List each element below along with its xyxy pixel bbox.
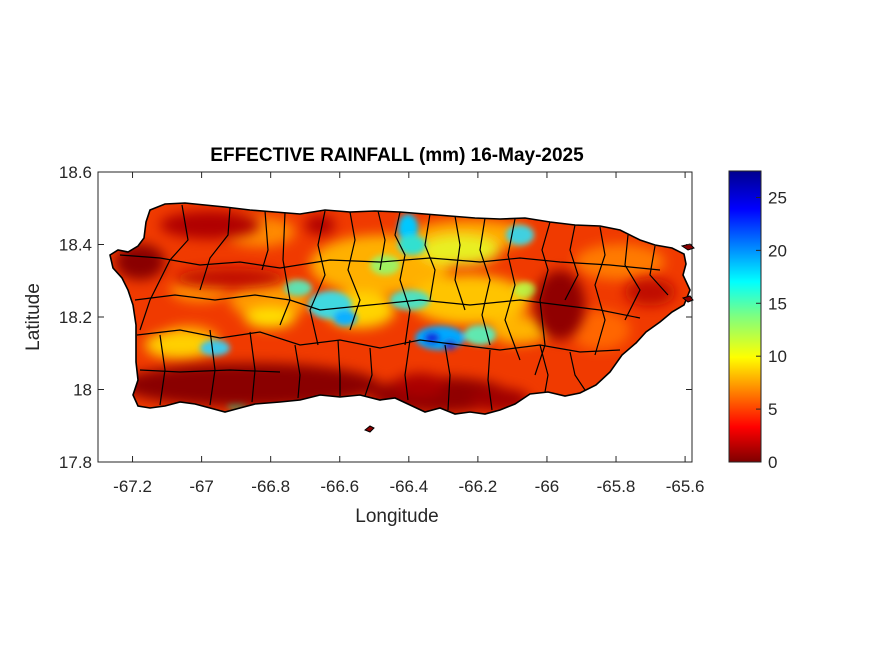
y-tick-label: 18.2 — [59, 308, 92, 327]
colorbar-tick-label: 20 — [768, 241, 787, 260]
x-tick-label: -66.4 — [389, 477, 428, 496]
x-axis-ticks: -67.2 -67 -66.8 -66.6 -66.4 -66.2 -66 -65.8 -65.… — [113, 172, 704, 496]
y-axis-label: Latitude — [23, 283, 44, 351]
colorbar-tick-label: 0 — [768, 453, 777, 472]
colorbar-tick-label: 15 — [768, 294, 787, 313]
x-tick-label: -67 — [189, 477, 214, 496]
rainfall-raster — [110, 203, 690, 414]
offshore-islands — [364, 243, 695, 433]
x-tick-label: -67.2 — [113, 477, 152, 496]
x-tick-label: -66.6 — [320, 477, 359, 496]
y-axis-ticks: 18.6 18.4 18.2 18 17.8 — [59, 163, 692, 472]
y-tick-label: 18.4 — [59, 236, 92, 255]
x-tick-label: -66.8 — [251, 477, 290, 496]
colorbar-tick-label: 10 — [768, 347, 787, 366]
x-axis-label: Longitude — [355, 506, 438, 527]
x-tick-label: -65.8 — [597, 477, 636, 496]
municipality-boundaries — [119, 204, 669, 411]
y-tick-label: 18 — [73, 381, 92, 400]
y-tick-label: 17.8 — [59, 453, 92, 472]
colorbar-tick-label: 5 — [768, 400, 777, 419]
x-tick-label: -65.6 — [666, 477, 705, 496]
colorbar — [728, 170, 762, 463]
x-tick-label: -66.2 — [459, 477, 498, 496]
chart-title: EFFECTIVE RAINFALL (mm) 16-May-2025 — [210, 145, 584, 166]
colorbar-tick-label: 25 — [768, 188, 787, 207]
x-tick-label: -66 — [535, 477, 560, 496]
y-tick-label: 18.6 — [59, 163, 92, 182]
colorbar-ticks: 25 20 15 10 5 0 — [756, 188, 787, 472]
